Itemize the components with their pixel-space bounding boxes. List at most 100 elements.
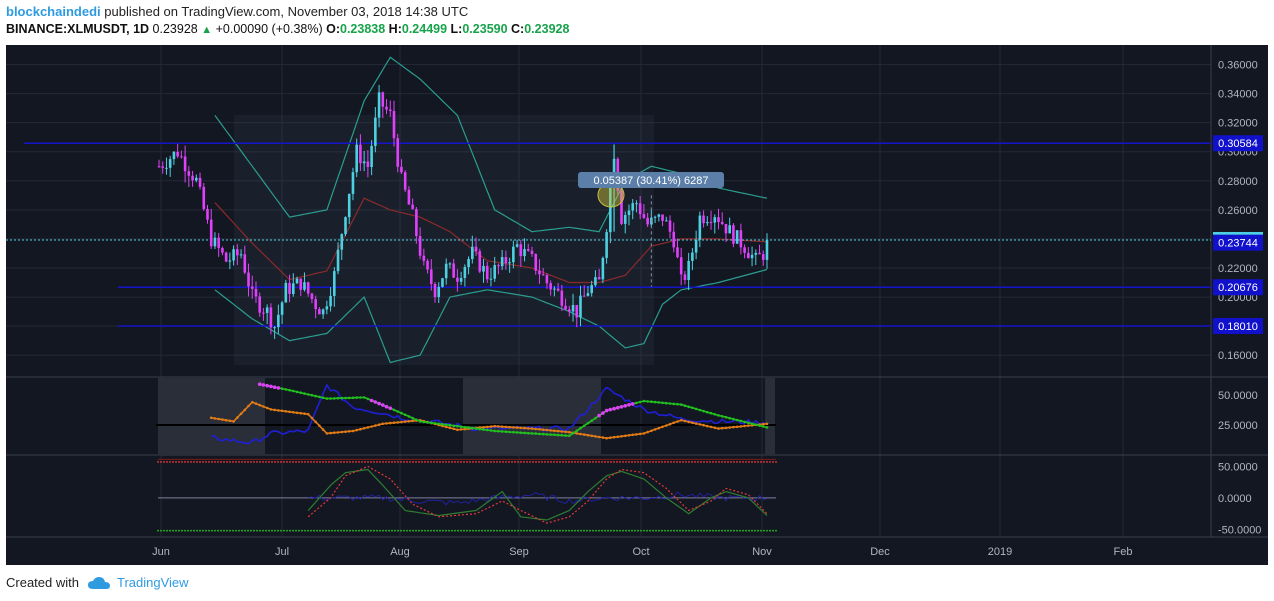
upper-band-dot <box>613 461 615 463</box>
di-plus-line-dot <box>530 432 534 435</box>
upper-band-dot <box>532 461 534 463</box>
candle-body <box>333 271 336 296</box>
di-minus-line-dot <box>515 426 519 429</box>
lower-band-dot <box>253 529 255 532</box>
di-minus-line-dot <box>452 427 456 431</box>
di-plus-line-dot <box>635 401 638 405</box>
lower-band-dot <box>526 529 528 532</box>
lower-band-dot <box>184 529 186 532</box>
adx-line <box>211 383 768 445</box>
upper-band-dot <box>208 461 210 463</box>
candle-body <box>717 217 720 223</box>
candle-body <box>691 252 694 261</box>
lower-band-dot <box>457 529 459 532</box>
upper-band-dot <box>349 461 351 463</box>
di-plus-line-dot <box>739 419 743 423</box>
upper-band-dot <box>706 461 708 463</box>
di-minus-line-dot <box>347 430 351 433</box>
di-minus-line-dot <box>258 403 261 407</box>
upper-band-dot <box>634 461 636 463</box>
candle-body <box>198 177 202 187</box>
upper-band-dot <box>436 461 438 463</box>
candle-body <box>228 260 232 262</box>
upper-band-dot <box>598 461 600 463</box>
lower-band-dot <box>166 529 168 532</box>
di-minus-line-dot <box>653 428 657 431</box>
di-minus-line-dot <box>679 418 683 422</box>
candle-body <box>720 222 724 225</box>
di-highlight-dot <box>619 405 624 409</box>
candle-body <box>366 161 370 167</box>
di-highlight-dot <box>630 402 635 406</box>
di-minus-line-dot <box>549 429 552 432</box>
di-plus-line-dot <box>646 400 649 403</box>
di-highlight-dot <box>612 406 616 411</box>
di-minus-line-dot <box>627 434 631 437</box>
lower-band-dot <box>367 529 369 532</box>
di-minus-line-dot <box>303 412 306 416</box>
lower-band-dot <box>751 529 753 532</box>
di-minus-line-dot <box>597 435 601 439</box>
lower-band-dot <box>706 529 708 532</box>
lower-band-dot <box>262 529 264 532</box>
lower-band-dot <box>523 529 525 532</box>
lower-band-dot <box>292 529 294 532</box>
lower-band-dot <box>196 529 198 532</box>
di-plus-line-dot <box>672 402 675 406</box>
lower-band-dot <box>343 529 345 532</box>
candle-body <box>743 247 746 253</box>
di-highlight-dot <box>261 383 266 387</box>
di-highlight-dot <box>597 413 601 418</box>
candle-body <box>653 216 657 218</box>
lower-band-dot <box>247 529 249 532</box>
time-tick-label: Jul <box>275 546 289 558</box>
lower-band-dot <box>223 529 225 532</box>
tradingview-link[interactable]: TradingView <box>116 575 189 590</box>
upper-band-dot <box>253 461 255 463</box>
lower-band-dot <box>568 529 570 532</box>
basis-price-tag-bg <box>1213 234 1263 251</box>
di-plus-line-dot <box>556 433 560 437</box>
lower-band-dot <box>634 529 636 532</box>
di-minus-line-dot <box>657 426 661 430</box>
upper-band-dot <box>517 461 519 463</box>
candle-body <box>243 254 247 273</box>
price-tick-label: 0.16000 <box>1218 350 1258 362</box>
candle-body <box>497 265 500 267</box>
di-plus-line-dot <box>560 434 564 437</box>
upper-band-dot <box>616 461 618 463</box>
lower-band-dot <box>733 529 735 532</box>
di-plus-line-dot <box>720 415 724 418</box>
candle-body <box>605 232 608 258</box>
di-minus-line-dot <box>254 402 258 405</box>
lower-band-dot <box>370 529 372 532</box>
candle-body <box>355 144 358 173</box>
lower-band-dot <box>679 529 681 532</box>
upper-band-dot <box>721 461 723 463</box>
author-link[interactable]: blockchaindedi <box>6 4 101 19</box>
di-minus-line-dot <box>728 426 731 429</box>
lower-band-dot <box>349 529 351 532</box>
di-plus-line-dot <box>564 434 567 437</box>
upper-band-dot <box>385 461 387 463</box>
di-minus-line-dot <box>694 422 698 425</box>
di-plus-line-dot <box>575 429 579 433</box>
di-plus-line-dot <box>351 396 355 400</box>
candle-body <box>187 171 191 176</box>
lower-band-dot <box>505 529 507 532</box>
di-minus-line-dot <box>568 430 571 434</box>
di-minus-line-dot <box>344 430 347 434</box>
upper-band-dot <box>571 461 573 463</box>
upper-band-dot <box>274 461 276 463</box>
di-minus-line-dot <box>236 416 239 419</box>
lower-band-dot <box>673 529 675 532</box>
di-plus-line-dot <box>482 428 485 431</box>
upper-band-dot <box>298 461 300 463</box>
candle-body <box>728 225 731 234</box>
upper-band-dot <box>682 461 684 463</box>
di-minus-line-dot <box>691 421 694 425</box>
upper-band-dot <box>745 461 747 463</box>
candle-body <box>586 293 590 296</box>
lower-band-dot <box>217 529 219 532</box>
price-chart[interactable]: 0.360000.340000.320000.300000.280000.260… <box>6 45 1268 565</box>
